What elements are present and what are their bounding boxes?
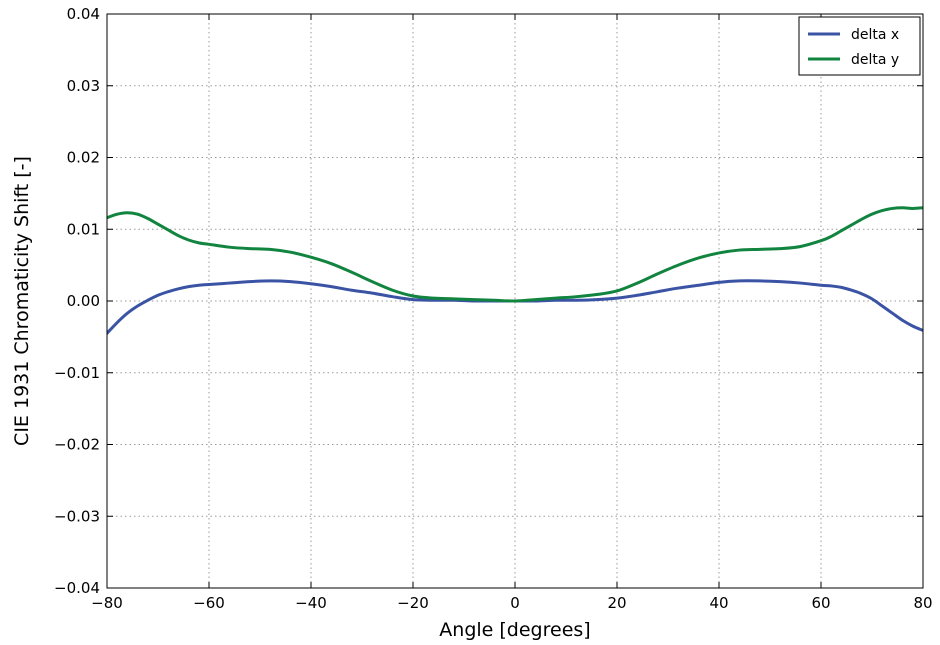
x-tick-label: 80 (913, 594, 932, 612)
y-tick-label: 0.03 (67, 77, 100, 95)
legend-label: delta x (851, 27, 899, 43)
y-tick-label: −0.03 (54, 507, 100, 525)
y-tick-label: −0.02 (54, 436, 100, 454)
y-tick-label: 0.00 (67, 292, 100, 310)
y-axis-title: CIE 1931 Chromaticity Shift [-] (11, 156, 33, 446)
x-tick-label: 60 (811, 594, 830, 612)
y-tick-labels: −0.04 −0.03 −0.02 −0.01 0.00 0.01 0.02 0.03 0.04 (54, 5, 100, 597)
legend: delta x delta y (798, 16, 921, 76)
y-tick-label: 0.02 (67, 149, 100, 167)
series-line-delta-y (107, 206, 923, 303)
x-tick-label: −80 (91, 594, 123, 612)
x-tick-label: 20 (607, 594, 626, 612)
y-tick-label: −0.01 (54, 364, 100, 382)
x-tick-label: 40 (709, 594, 728, 612)
series-lines (107, 206, 923, 335)
legend-label: delta y (851, 52, 899, 68)
y-tick-label: −0.04 (54, 579, 100, 597)
x-tick-labels: −80 −60 −40 −20 0 20 40 60 80 (91, 594, 932, 612)
x-tick-label: −40 (295, 594, 327, 612)
x-axis-title: Angle [degrees] (439, 619, 590, 641)
x-tick-label: 0 (510, 594, 520, 612)
x-tick-label: −60 (193, 594, 225, 612)
y-tick-label: 0.01 (67, 220, 100, 238)
tick-marks (106, 13, 924, 589)
x-tick-label: −20 (397, 594, 429, 612)
legend-box (798, 16, 921, 76)
y-tick-label: 0.04 (67, 5, 100, 23)
